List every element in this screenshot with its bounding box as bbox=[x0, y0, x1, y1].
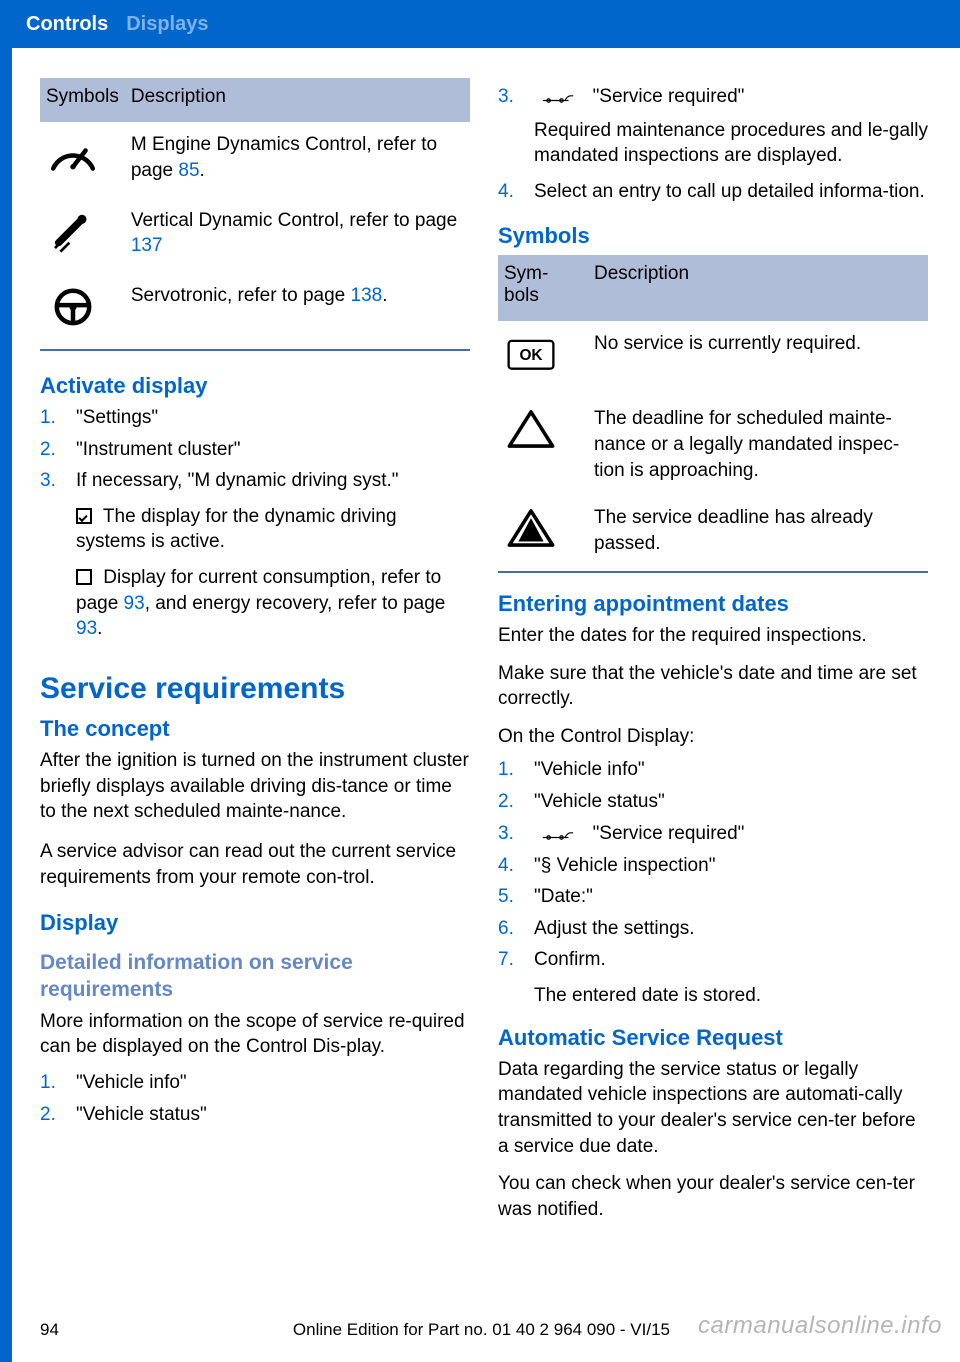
step-text: Select an entry to call up detailed info… bbox=[534, 179, 928, 205]
row-desc: M Engine Dynamics Control, refer to page… bbox=[125, 122, 470, 198]
step-text: "Vehicle info" bbox=[534, 757, 928, 783]
step-text: "Instrument cluster" bbox=[76, 437, 470, 463]
entering-paragraph: On the Control Display: bbox=[498, 724, 928, 750]
table-row: M Engine Dynamics Control, refer to page… bbox=[40, 122, 470, 198]
tab-displays: Displays bbox=[126, 13, 208, 36]
step-text: "Vehicle status" bbox=[76, 1102, 470, 1128]
step-number: 4. bbox=[498, 853, 520, 879]
symbols-table-right: Sym‐bols Description OK No service is cu… bbox=[498, 255, 928, 571]
page-number: 94 bbox=[40, 1320, 59, 1340]
table-divider bbox=[40, 349, 470, 351]
ok-icon: OK bbox=[498, 321, 588, 397]
speedometer-icon bbox=[40, 122, 125, 198]
page-link[interactable]: 85 bbox=[178, 160, 199, 181]
step-number: 1. bbox=[40, 1070, 62, 1096]
right-continued-steps: 3. "Service required" Required maintenan… bbox=[498, 84, 928, 205]
edition-text: Online Edition for Part no. 01 40 2 964 … bbox=[293, 1320, 670, 1340]
car-icon bbox=[534, 821, 582, 847]
concept-paragraph: A service advisor can read out the curre… bbox=[40, 839, 470, 890]
left-column: Symbols Description M Engine Dynamics Co… bbox=[40, 78, 470, 1223]
step-number: 6. bbox=[498, 916, 520, 942]
concept-paragraph: After the ignition is turned on the inst… bbox=[40, 748, 470, 825]
heading-display: Display bbox=[40, 910, 470, 936]
step-text: Adjust the settings. bbox=[534, 916, 928, 942]
symbols-table-left: Symbols Description M Engine Dynamics Co… bbox=[40, 78, 470, 349]
step-number: 2. bbox=[40, 437, 62, 463]
step-number: 2. bbox=[498, 789, 520, 815]
checkbox-checked-icon bbox=[76, 508, 92, 524]
row-desc: Servotronic, refer to page 138. bbox=[125, 273, 470, 349]
page-link[interactable]: 138 bbox=[351, 285, 383, 306]
detailed-steps: 1. "Vehicle info" 2. "Vehicle status" bbox=[40, 1070, 470, 1127]
row-desc: Vertical Dynamic Control, refer to page … bbox=[125, 198, 470, 274]
step-number: 4. bbox=[498, 179, 520, 205]
watermark: carmanualsonline.info bbox=[698, 1312, 942, 1340]
th-symbols: Symbols bbox=[40, 78, 125, 122]
table-row: The deadline for scheduled mainte‐nance … bbox=[498, 396, 928, 495]
table-row: OK No service is currently required. bbox=[498, 321, 928, 397]
entering-paragraph: Make sure that the vehicle's date and ti… bbox=[498, 661, 928, 712]
entering-steps: 1. "Vehicle info" 2. "Vehicle status" 3. "… bbox=[498, 757, 928, 1008]
step-text: Confirm. The entered date is stored. bbox=[534, 947, 928, 1008]
heading-service-requirements: Service requirements bbox=[40, 672, 470, 706]
step-number: 3. bbox=[498, 84, 520, 169]
heading-auto-service-request: Automatic Service Request bbox=[498, 1025, 928, 1051]
step-text: If necessary, "M dynamic driving syst." … bbox=[76, 468, 470, 642]
row-desc: The service deadline has already passed. bbox=[588, 495, 928, 571]
step-text: "Settings" bbox=[76, 405, 470, 431]
shock-icon bbox=[40, 198, 125, 274]
step-text: "Vehicle status" bbox=[534, 789, 928, 815]
table-row: The service deadline has already passed. bbox=[498, 495, 928, 571]
step-number: 1. bbox=[498, 757, 520, 783]
step-number: 1. bbox=[40, 405, 62, 431]
th-symbols: Sym‐bols bbox=[498, 255, 588, 321]
table-row: Vertical Dynamic Control, refer to page … bbox=[40, 198, 470, 274]
step-text: "Date:" bbox=[534, 884, 928, 910]
heading-detailed-info: Detailed information on service requirem… bbox=[40, 950, 470, 1003]
car-icon bbox=[534, 84, 582, 110]
svg-text:OK: OK bbox=[519, 347, 542, 364]
detailed-paragraph: More information on the scope of service… bbox=[40, 1009, 470, 1060]
triangle-alert-icon bbox=[498, 495, 588, 571]
step-number: 5. bbox=[498, 884, 520, 910]
th-description: Description bbox=[588, 255, 928, 321]
step-text: "§ Vehicle inspection" bbox=[534, 853, 928, 879]
step-text: "Service required" Required maintenance … bbox=[534, 84, 928, 169]
tab-controls: Controls bbox=[26, 13, 108, 36]
heading-entering-dates: Entering appointment dates bbox=[498, 591, 928, 617]
th-description: Description bbox=[125, 78, 470, 122]
auto-paragraph: Data regarding the service status or leg… bbox=[498, 1057, 928, 1160]
step-number: 3. bbox=[498, 821, 520, 847]
triangle-warning-icon bbox=[498, 396, 588, 495]
table-row: Servotronic, refer to page 138. bbox=[40, 273, 470, 349]
steering-icon bbox=[40, 273, 125, 349]
entering-paragraph: Enter the dates for the required inspect… bbox=[498, 623, 928, 649]
table-divider bbox=[498, 571, 928, 573]
row-desc: The deadline for scheduled mainte‐nance … bbox=[588, 396, 928, 495]
page-link[interactable]: 137 bbox=[131, 235, 163, 256]
step-text: "Vehicle info" bbox=[76, 1070, 470, 1096]
header-tabs: Controls Displays bbox=[0, 0, 960, 48]
step-number: 7. bbox=[498, 947, 520, 1008]
step-number: 2. bbox=[40, 1102, 62, 1128]
auto-paragraph: You can check when your dealer's service… bbox=[498, 1171, 928, 1222]
row-desc: No service is currently required. bbox=[588, 321, 928, 397]
heading-activate-display: Activate display bbox=[40, 373, 470, 399]
heading-the-concept: The concept bbox=[40, 716, 470, 742]
page-link[interactable]: 93 bbox=[76, 618, 97, 639]
right-column: 3. "Service required" Required maintenan… bbox=[498, 78, 928, 1223]
step-number: 3. bbox=[40, 468, 62, 642]
checkbox-empty-icon bbox=[76, 569, 92, 585]
step-text: "Service required" bbox=[534, 821, 928, 847]
heading-symbols: Symbols bbox=[498, 223, 928, 249]
side-accent-bar bbox=[0, 0, 12, 1362]
page-link[interactable]: 93 bbox=[124, 593, 145, 614]
activate-steps: 1. "Settings" 2. "Instrument cluster" 3. I… bbox=[40, 405, 470, 642]
